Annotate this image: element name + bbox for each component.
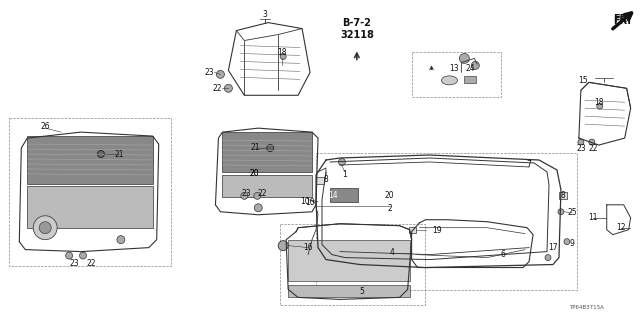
Text: 8: 8 [324,175,328,184]
Text: 15: 15 [578,76,588,85]
Circle shape [471,62,479,70]
Bar [316,177,324,184]
Text: 23: 23 [205,68,214,77]
Text: 20: 20 [385,191,394,200]
Text: 9: 9 [570,239,574,248]
Bar [223,132,312,172]
Text: 25: 25 [567,208,577,217]
Text: FR.: FR. [612,14,630,24]
Circle shape [564,239,570,245]
Ellipse shape [442,76,458,85]
Bar [28,136,153,184]
Circle shape [578,139,584,145]
Circle shape [33,216,57,240]
Circle shape [39,222,51,234]
Circle shape [596,103,603,109]
Circle shape [216,70,225,78]
Text: B-7-2: B-7-2 [342,18,371,28]
Text: 13: 13 [449,64,460,73]
Text: 23: 23 [69,259,79,268]
Text: 23: 23 [576,144,586,152]
Text: 3: 3 [263,10,268,19]
Text: 21: 21 [250,143,260,152]
Text: 10: 10 [305,198,315,207]
Text: 22: 22 [588,144,598,152]
Circle shape [280,54,286,59]
Bar [330,188,358,202]
Bar [316,153,577,290]
Bar [412,52,501,97]
Circle shape [117,236,125,244]
Text: 8: 8 [561,191,565,200]
Text: 22: 22 [257,189,267,198]
Text: 12: 12 [616,223,625,232]
Text: TP64B3715A: TP64B3715A [569,305,604,310]
Text: 10: 10 [300,197,310,206]
Text: 24: 24 [465,64,475,73]
Text: 19: 19 [433,226,442,235]
Circle shape [589,139,595,145]
Bar [288,240,410,281]
Circle shape [278,241,288,251]
Circle shape [267,145,274,152]
Bar [28,186,153,228]
Text: 21: 21 [114,150,124,159]
Text: 20: 20 [250,169,259,178]
Bar [280,224,424,305]
Text: 22: 22 [213,84,223,93]
Text: 18: 18 [594,98,604,107]
Circle shape [545,255,551,261]
Bar [559,192,567,199]
Text: 5: 5 [360,287,364,296]
Text: 16: 16 [303,243,313,252]
Text: 11: 11 [588,213,598,222]
Circle shape [254,204,262,212]
Text: 4: 4 [389,248,394,257]
Circle shape [254,192,260,199]
Circle shape [225,84,232,92]
Bar [408,227,415,233]
Text: FR.: FR. [612,16,630,26]
Circle shape [66,252,72,259]
Circle shape [79,252,86,259]
Bar [465,76,476,83]
Bar [288,286,410,297]
Text: 18: 18 [277,48,287,57]
Bar [10,118,171,265]
Text: 20: 20 [250,169,259,178]
Text: 6: 6 [500,250,506,259]
Text: 32118: 32118 [340,30,374,40]
Text: 2: 2 [387,204,392,213]
Circle shape [558,209,564,215]
Text: 22: 22 [86,259,96,268]
Text: 26: 26 [40,122,50,131]
Bar [223,175,312,197]
Text: 14: 14 [328,191,338,200]
Text: 17: 17 [548,243,558,252]
Text: 23: 23 [241,189,251,198]
Text: 1: 1 [342,170,348,179]
Text: 7: 7 [527,160,532,169]
Circle shape [339,159,346,166]
Circle shape [241,192,248,199]
Circle shape [460,54,469,63]
Circle shape [97,151,104,158]
